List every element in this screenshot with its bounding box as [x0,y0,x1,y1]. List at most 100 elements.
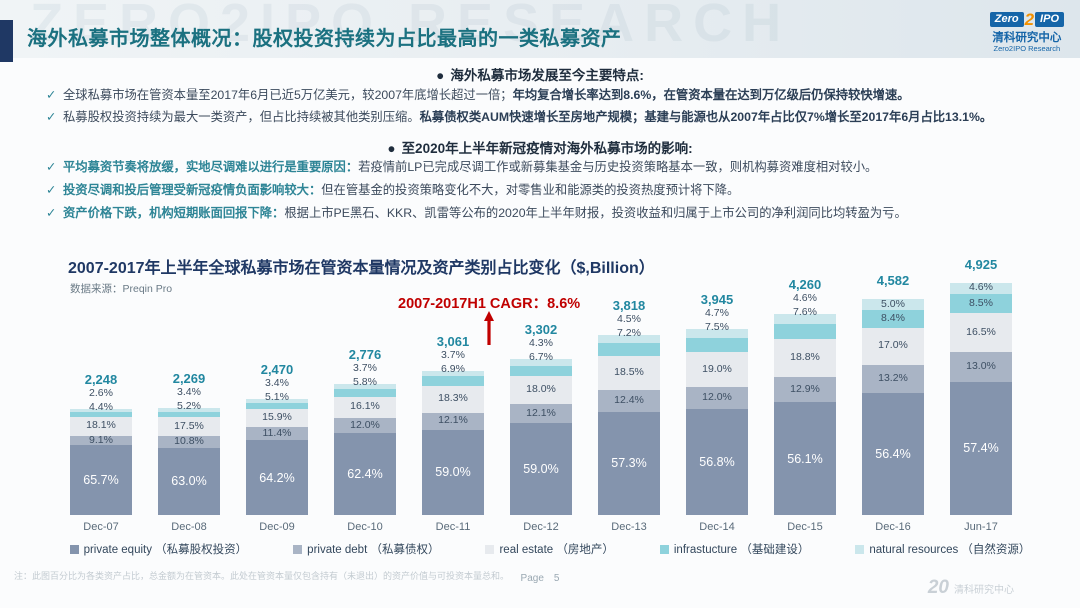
bar-segment [246,402,308,409]
bar-percent-label: 19.0% [702,362,732,375]
header-band: ZERO2IPO RESEARCH [0,0,1080,58]
bar-segment [70,445,132,515]
bar-category-label: Jun-17 [964,521,998,533]
bar-percent-label: 10.8% [174,434,204,447]
bar-segment [950,313,1012,352]
legend-item: natural resources （自然资源） [855,541,1030,557]
bar-percent-label: 12.4% [614,393,644,406]
bar-segment [158,417,220,437]
bar-total-label: 3,061 [436,333,470,349]
bar-category-label: Dec-13 [611,521,647,533]
bullet-dot-icon: ● [387,141,396,156]
bar-percent-label: 3.7% [353,362,377,375]
bar-percent-label: 4.4% [89,401,113,414]
bar-segment [774,314,836,324]
bar-percent-label: 4.5% [617,313,641,326]
bar-percent-label: 56.4% [875,447,911,462]
section2-item-2-lead: 投资尽调和投后管理受新冠疫情负面影响较大： [63,183,322,197]
bar-percent-label: 5.2% [177,400,201,413]
section2-item-3: ✓ 资产价格下跌，机构短期账面回报下降：根据上市PE黑石、KKR、凯雷等公布的2… [46,206,1072,222]
bar-segment [510,404,572,424]
legend-label: real estate （房地产） [499,544,614,556]
bar-percent-label: 13.0% [966,359,996,372]
bar-segment [950,351,1012,382]
bar-segment [950,293,1012,314]
section2-item-3-rest: 根据上市PE黑石、KKR、凯雷等公布的2020年上半年财报，投资收益和归属于上市… [284,206,907,220]
section2-item-1: ✓ 平均募资节奏将放缓，实地尽调难以进行是重要原因：若疫情前LP已完成尽调工作或… [46,160,1072,176]
bar-percent-label: 65.7% [83,473,119,488]
bar-percent-label: 17.5% [174,419,204,432]
check-icon: ✓ [46,110,57,124]
legend-swatch [855,544,865,554]
bar-segment [598,389,660,412]
bar-category-label: Dec-08 [171,521,207,533]
bar-segment [510,423,572,515]
bar-percent-label: 57.4% [963,441,999,456]
bar-segment [686,337,748,352]
bar-segment [774,402,836,515]
bar-percent-label: 12.1% [526,406,556,419]
chart-source: 数据来源：Preqin Pro [70,283,173,295]
bar-segment [598,411,660,515]
bar-segment [422,429,484,515]
logo-en-label: Zero2IPO Research [993,43,1061,53]
bar-segment [862,393,924,515]
zero2ipo-logo: Zero 2 IPO 清科研究中心 Zero2IPO Research [989,10,1064,53]
bar-percent-label: 62.4% [347,467,383,482]
bar-segment [774,376,836,403]
logo-cn-label: 清科研究中心 [992,31,1062,44]
bar-segment [422,370,484,377]
section1-heading-text: 海外私募市场发展至今主要特点: [450,68,644,83]
cagr-annotation: 2007-2017H1 CAGR：8.6% [398,296,581,312]
bar-percent-label: 59.0% [523,462,559,477]
bar-total-label: 2,470 [260,361,294,377]
bar-percent-label: 64.2% [259,470,295,485]
bar-category-label: Dec-09 [259,521,295,533]
section2-item-2-rest: 但在管基金的投资策略变化不大，对零售业和能源类的投资热度预计将下降。 [321,183,740,197]
zero2ipo-logo-row: Zero 2 IPO [989,10,1064,30]
legend-item: private debt （私募债权） [293,541,439,557]
bar-percent-label: 4.6% [793,292,817,305]
footer-brand: 20 清科研究中心 [928,577,1014,599]
bullet-dot-icon: ● [436,68,445,83]
section2-item-3-lead: 资产价格下跌，机构短期账面回报下降： [63,206,285,220]
bar-segment [70,409,132,412]
page-label: Page [520,573,544,584]
bar-total-label: 2,776 [348,347,382,363]
bar-percent-label: 4.7% [705,307,729,320]
bar-percent-label: 18.1% [86,419,116,432]
section1-item-2: ✓ 私募股权投资持续为最大一类资产，但占比持续被其他类别压缩。私募债权类AUM快… [46,110,1072,126]
bar-total-label: 3,302 [524,322,558,338]
legend-item: real estate （房地产） [485,541,614,557]
bar-percent-label: 56.8% [699,455,735,470]
bar-percent-label: 11.4% [262,426,292,439]
bar-segment [950,381,1012,515]
bar-segment [246,440,308,515]
bar-percent-label: 12.0% [702,391,732,404]
bar-segment [598,335,660,344]
bar-segment [158,447,220,515]
bar-total-label: 4,260 [788,277,822,293]
page-number: 5 [553,573,560,584]
bar-percent-label: 8.5% [969,296,993,309]
bar-percent-label: 12.1% [438,414,468,427]
bar-segment [774,323,836,339]
chart-legend: private equity （私募股权投资） private debt （私募债… [40,541,1060,557]
bar-segment [950,283,1012,294]
bar-segment [862,299,924,310]
logo-two: 2 [1024,10,1035,29]
bar-percent-label: 4.3% [529,337,553,350]
legend-label: natural resources （自然资源） [869,544,1031,556]
bar-segment [774,338,836,377]
bar-segment [686,387,748,410]
bar-category-label: Dec-15 [787,521,823,533]
legend-swatch [293,544,303,554]
brand-20-logo: 20 [927,577,949,598]
bar-segment [246,398,308,403]
bar-percent-label: 16.5% [966,325,996,338]
bar-category-label: Dec-07 [83,521,119,533]
bar-percent-label: 7.5% [705,321,729,334]
legend-label: private equity （私募股权投资） [83,544,248,556]
legend-swatch [659,544,669,554]
